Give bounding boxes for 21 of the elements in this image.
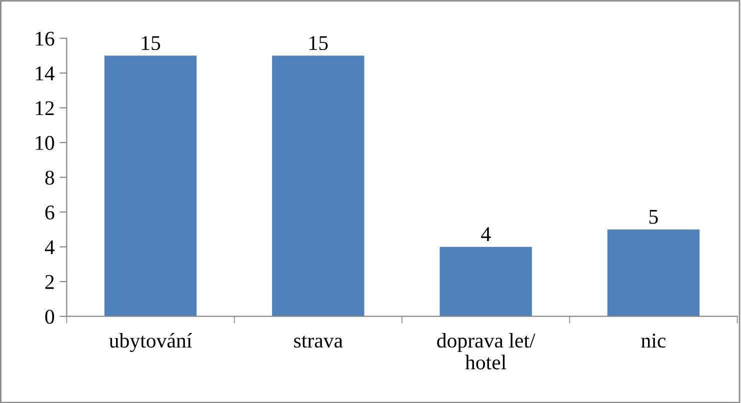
y-tick-label: 8: [45, 170, 54, 185]
bar: [607, 229, 700, 316]
data-label: 4: [481, 227, 491, 242]
bar: [272, 56, 364, 316]
x-tick-label: strava: [294, 336, 343, 348]
bar: [440, 246, 532, 316]
y-tick-label: 2: [45, 275, 54, 289]
y-tick-label: 4: [44, 240, 55, 254]
y-tick-label: 0: [45, 310, 54, 324]
y-tick-label: 12: [36, 101, 54, 116]
bar: [104, 56, 197, 316]
y-tick-label: 14: [36, 66, 55, 80]
y-tick-label: 6: [45, 206, 54, 220]
data-label: 15: [310, 36, 328, 50]
data-label: 15: [142, 36, 160, 50]
y-tick-label: 10: [36, 136, 54, 150]
x-tick-label: nic: [641, 334, 666, 348]
y-tick-label: 16: [36, 32, 54, 46]
x-tick-label: ubytování: [109, 333, 192, 352]
data-label: 5: [649, 210, 658, 224]
x-tick-label: doprava let/ hotel: [437, 333, 536, 370]
